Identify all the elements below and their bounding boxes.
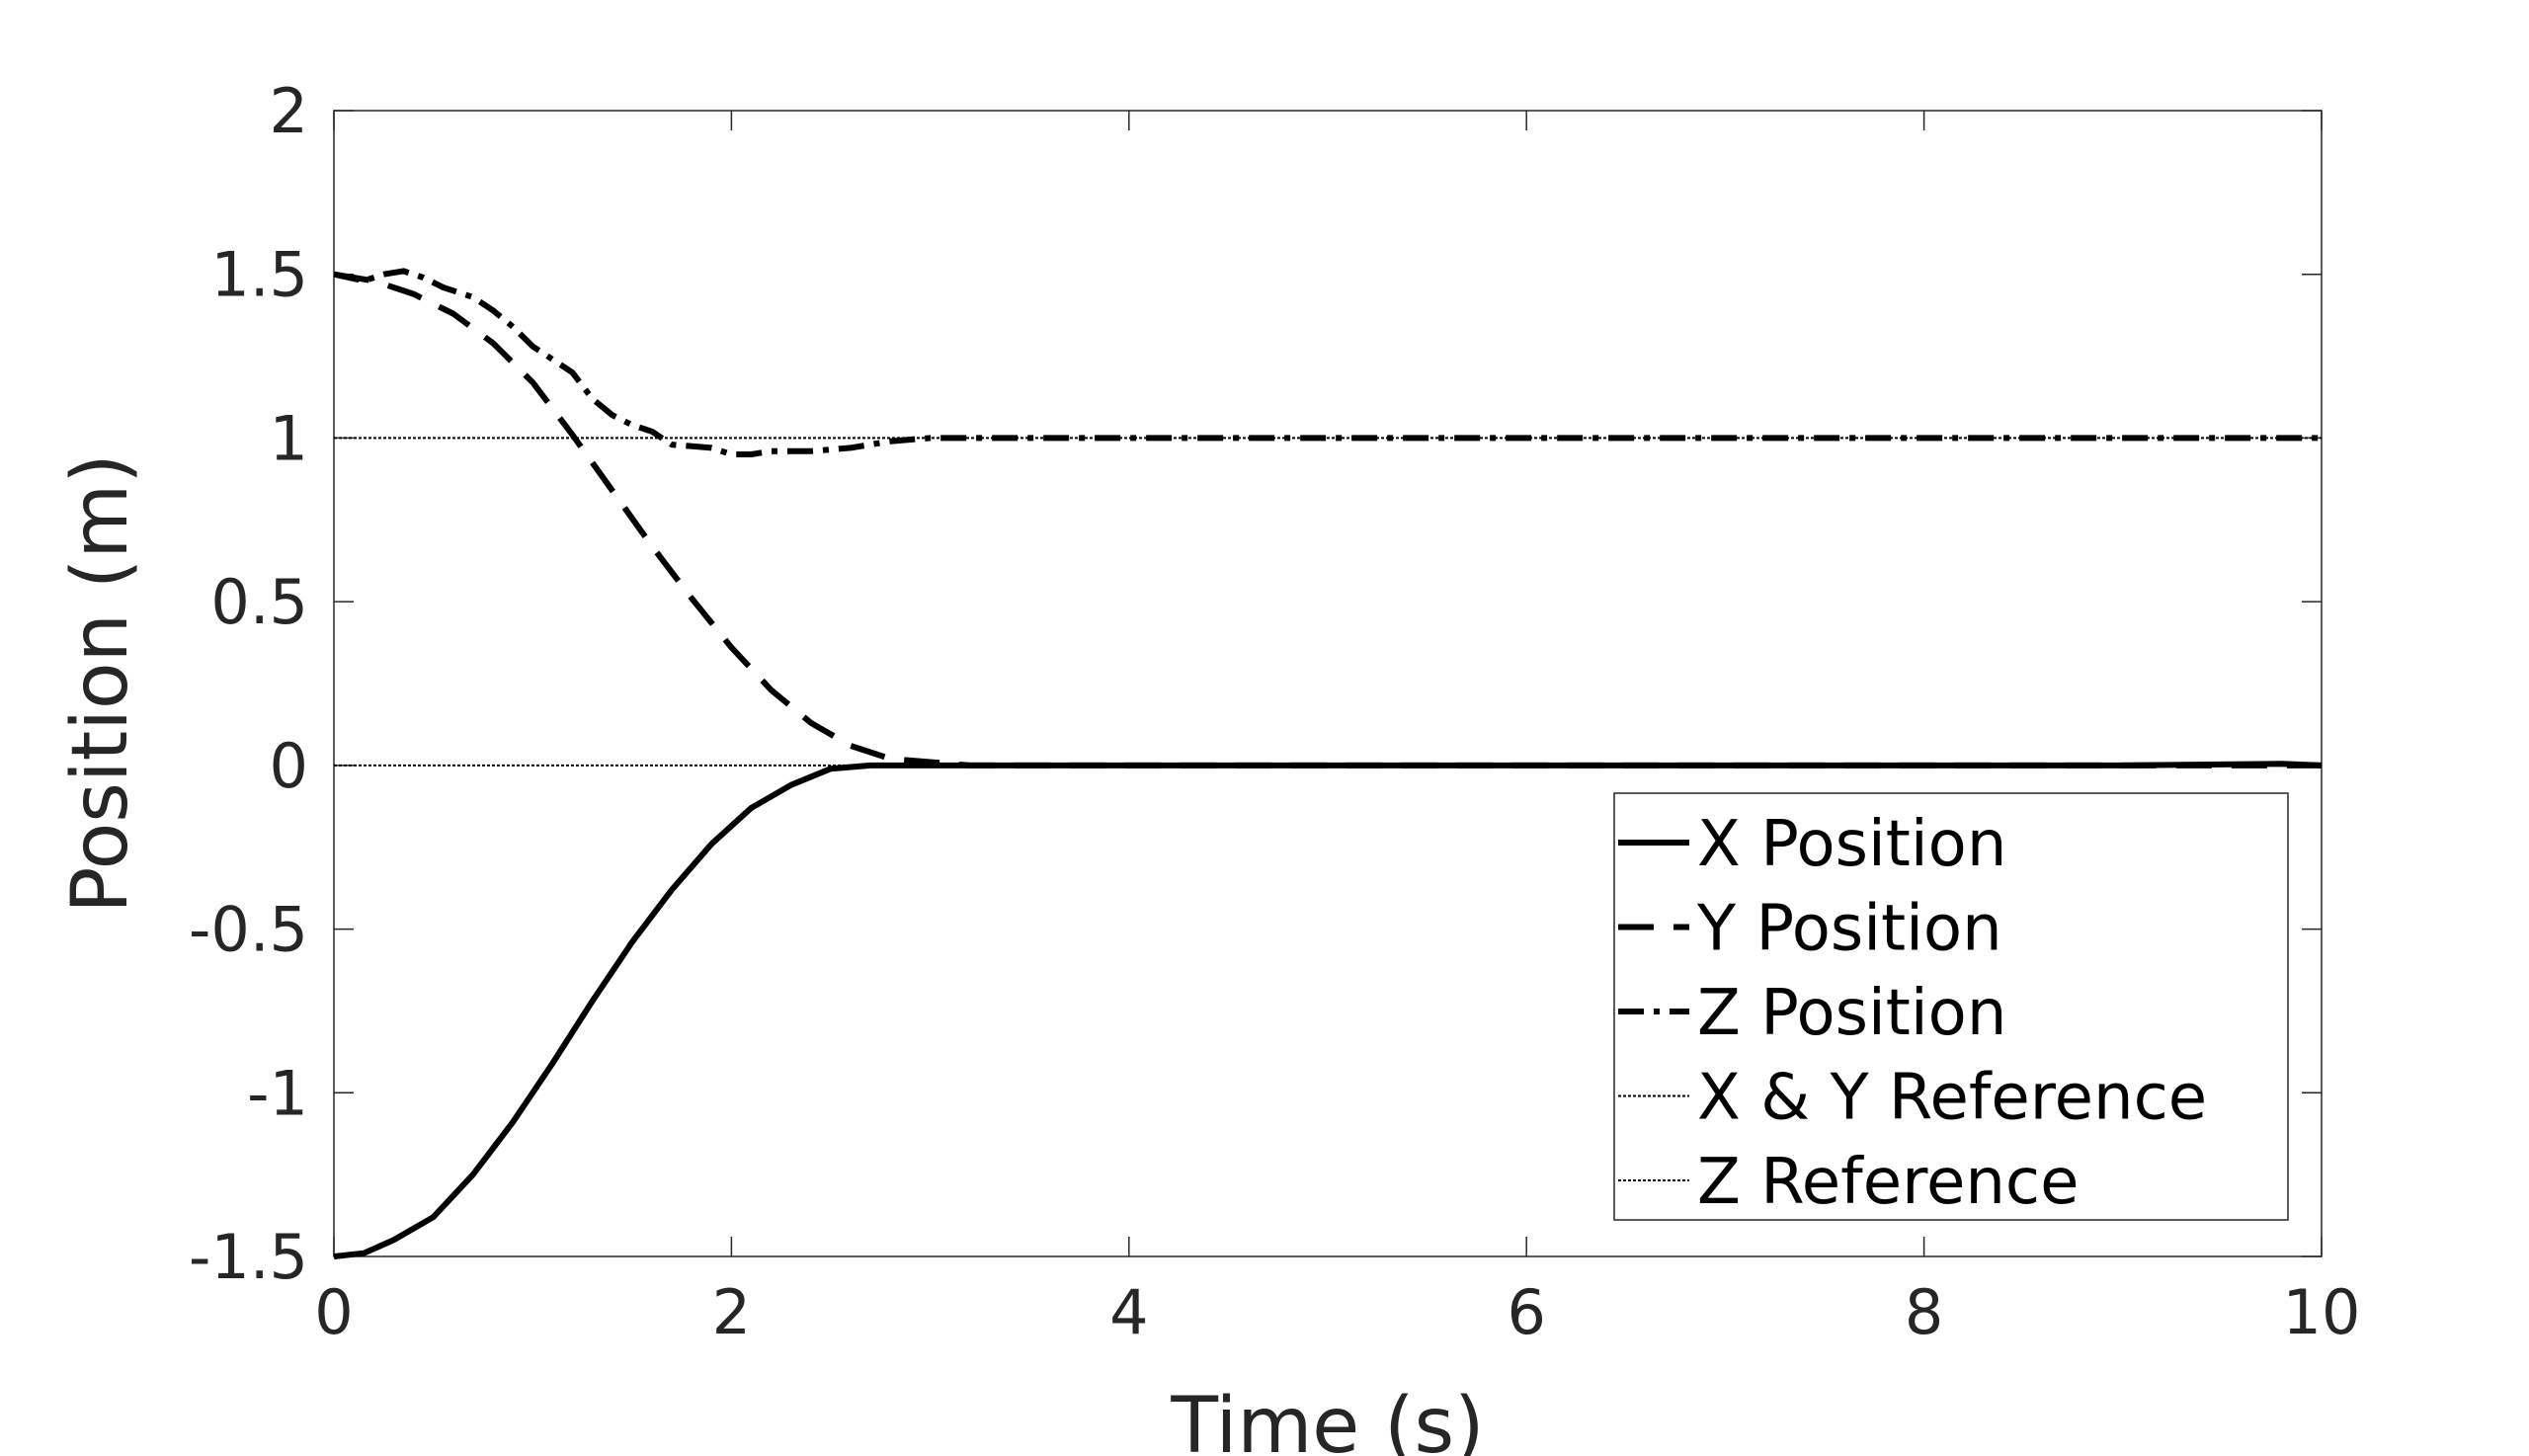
y-tick-label: -0.5	[189, 894, 308, 966]
y-tick-label: 0	[270, 730, 308, 802]
tick-labels: 0 2 4 6 8 10 -1.5 -1 -0.5 0 0.5 1 1.5 2	[189, 75, 2360, 1348]
x-tick-label: 2	[712, 1276, 751, 1348]
series-line-y-position	[333, 271, 2322, 768]
legend-box	[1613, 792, 2289, 1221]
x-tick-label: 0	[314, 1276, 353, 1348]
y-tick-label: -1	[247, 1057, 308, 1129]
x-axis-label: Time (s)	[1170, 1382, 1484, 1456]
x-tick-label: 8	[1905, 1276, 1943, 1348]
x-tick-label: 10	[2283, 1276, 2361, 1348]
series-layer	[333, 268, 2323, 1259]
x-tick-label: 4	[1109, 1276, 1148, 1348]
series-line-z-position	[333, 268, 2322, 457]
y-tick-label: 1	[270, 402, 308, 474]
legend-label: Z Position	[1697, 977, 2006, 1050]
y-tick-label: 1.5	[210, 239, 308, 311]
legend: X Position Y Position Z Position X & Y Refe…	[1613, 792, 2289, 1221]
legend-label: X & Y Reference	[1697, 1062, 2207, 1135]
y-tick-label: 2	[270, 75, 308, 147]
legend-label: Y Position	[1696, 893, 2002, 966]
legend-label: X Position	[1697, 808, 2006, 881]
legend-label: Z Reference	[1697, 1146, 2079, 1219]
y-axis-label: Position (m)	[56, 453, 145, 913]
x-tick-label: 6	[1507, 1276, 1545, 1348]
y-tick-label: -1.5	[189, 1221, 308, 1293]
y-tick-label: 0.5	[210, 566, 308, 638]
